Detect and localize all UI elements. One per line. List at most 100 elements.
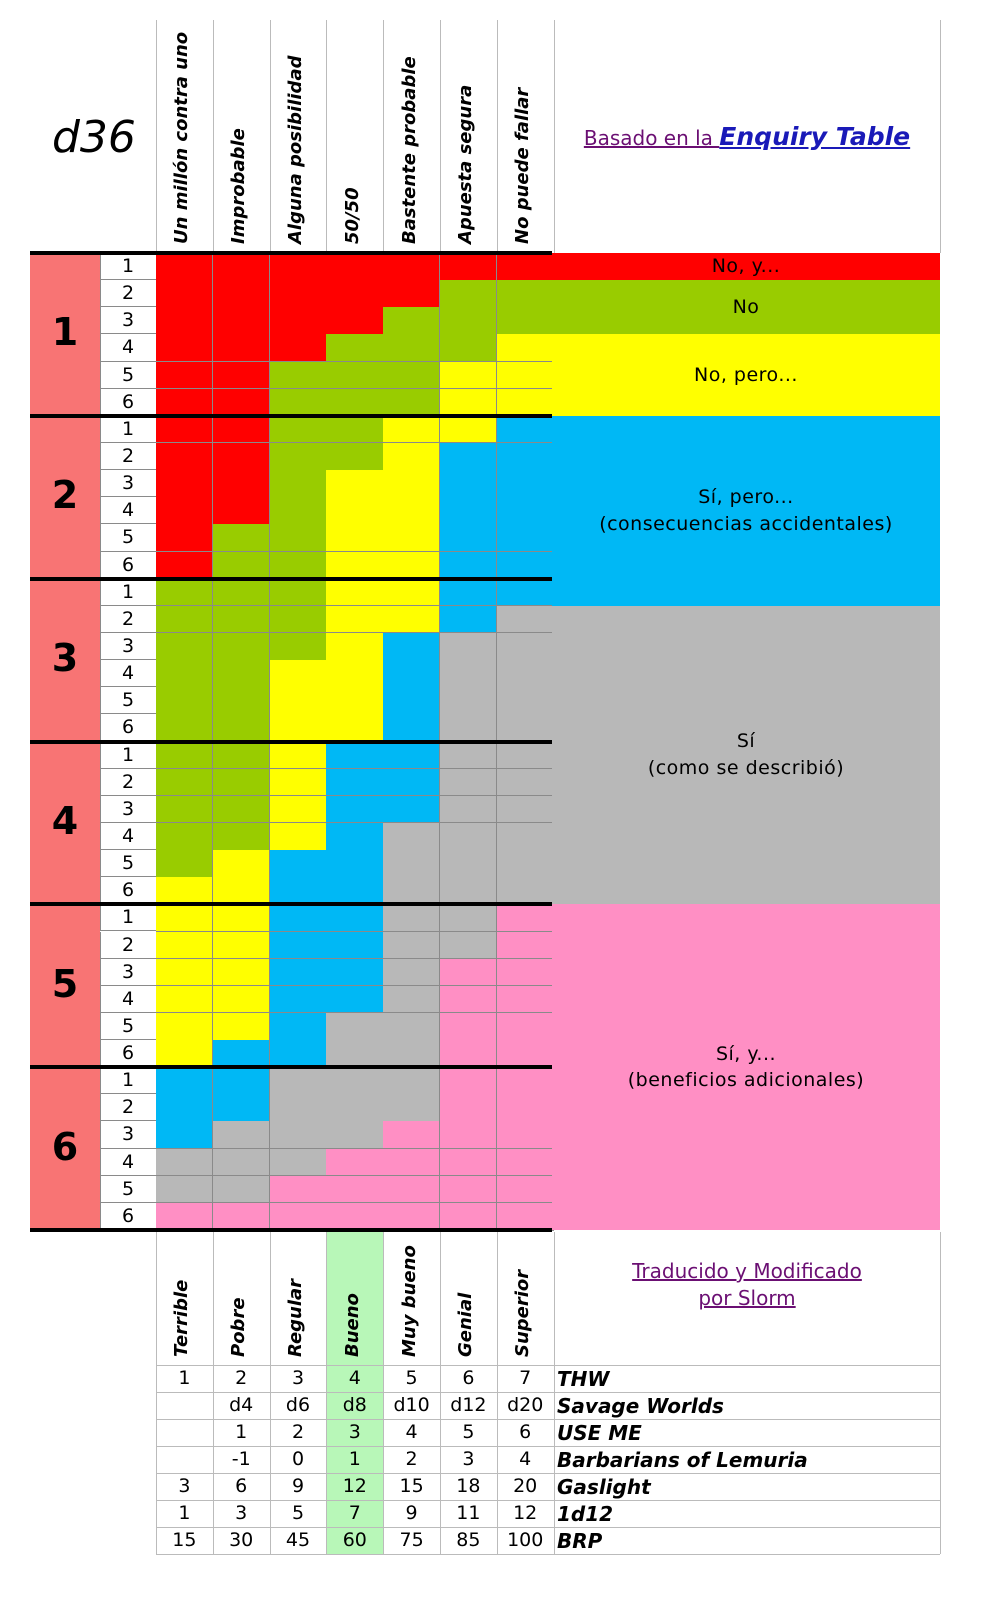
result-cell [326,660,384,688]
sub-roll-cell [100,578,156,606]
result-cell [496,768,555,797]
system-row-divider [156,1527,940,1528]
header-divider [383,20,385,253]
result-cell [383,415,441,444]
system-value: 1 [178,1502,191,1524]
result-cell [496,1012,555,1041]
result-cell [326,442,384,471]
credit-line-2[interactable]: por Slorm [698,1286,796,1310]
result-cell [269,850,327,878]
result-cell [496,334,555,363]
source-prefix[interactable]: Basado en la [583,126,720,150]
sub-roll-number: 2 [121,933,135,956]
system-value: 12 [513,1502,538,1524]
system-name: 1d12 [557,1502,614,1526]
result-cell [383,714,441,742]
system-value: d12 [450,1394,487,1416]
result-cell [156,741,214,770]
result-cell [326,1121,384,1150]
result-cell [326,1094,384,1122]
system-name: THW [557,1367,610,1391]
system-value: 6 [235,1475,248,1497]
sub-roll-number: 6 [121,553,135,576]
sub-roll-cell [100,877,156,905]
credit-link[interactable]: Traducido y Modificado por Slorm [552,1258,942,1312]
result-cell [212,1175,271,1204]
system-row-divider [156,1365,940,1366]
header-divider [553,20,555,253]
result-cell [212,524,271,553]
result-cell [326,551,384,580]
result-cell [383,1067,441,1095]
rating-divider [156,1232,157,1554]
result-cell [326,795,384,824]
system-value: 85 [456,1529,481,1551]
outcome-region: Sí, pero... (consecuencias accidentales) [552,415,940,606]
group-number: 2 [51,473,79,518]
system-value: 0 [291,1448,305,1470]
result-cell [156,578,214,607]
result-cell [212,741,271,770]
sub-roll-number: 6 [121,879,135,902]
sub-roll-cell [100,524,156,552]
result-cell [156,931,214,960]
sub-roll-number: 4 [121,987,135,1010]
source-link[interactable]: Basado en la Enquiry Table [552,122,942,151]
rating-divider [553,1232,555,1554]
group-block [30,741,100,905]
system-value: 2 [405,1448,418,1470]
result-cell [440,470,498,498]
system-value: 3 [178,1475,191,1497]
result-cell [440,660,498,688]
result-cell [440,985,498,1014]
sub-roll-number: 3 [121,960,135,983]
result-cell [383,361,441,390]
result-cell [326,632,384,661]
system-value: 75 [399,1529,424,1551]
result-cell [440,1175,498,1204]
result-cell [496,1148,555,1177]
result-cell [156,1067,214,1095]
result-cell [496,985,555,1014]
result-cell [496,307,555,335]
result-cell [269,714,327,742]
result-cell [269,1121,327,1150]
system-value: 5 [462,1421,475,1443]
sub-roll-number: 2 [121,1096,135,1119]
result-cell [212,850,271,878]
result-cell [440,822,498,851]
system-value: 1 [178,1367,191,1389]
result-cell [269,388,327,417]
sub-roll-cell [100,822,156,851]
result-cell [212,1202,271,1231]
outcome-label: (consecuencias accidentales) [599,512,893,535]
result-cell [496,551,555,580]
group-block [30,1067,100,1231]
result-cell [326,714,384,742]
result-cell [156,280,214,308]
result-cell [156,497,214,525]
result-cell [326,253,384,281]
column-header: Un millón contra uno [171,31,193,244]
rating-label: Pobre [228,1297,250,1357]
system-name: Savage Worlds [557,1394,724,1418]
system-value: 3 [291,1367,305,1389]
result-cell [496,958,555,987]
result-cell [383,578,441,607]
result-cell [496,877,555,905]
result-cell [269,1067,327,1095]
result-cell [326,334,384,363]
result-cell [326,470,384,498]
sub-roll-number: 4 [121,336,135,359]
outcome-region: No [552,280,940,335]
credit-line-1[interactable]: Traducido y Modificado [632,1259,862,1283]
result-cell [326,1012,384,1041]
system-value: 20 [513,1475,538,1497]
result-cell [156,415,214,444]
result-cell [440,714,498,742]
result-cell [269,931,327,960]
sub-roll-cell [100,795,156,823]
source-name[interactable]: Enquiry Table [719,122,911,151]
result-cell [156,1202,214,1231]
result-cell [440,551,498,580]
